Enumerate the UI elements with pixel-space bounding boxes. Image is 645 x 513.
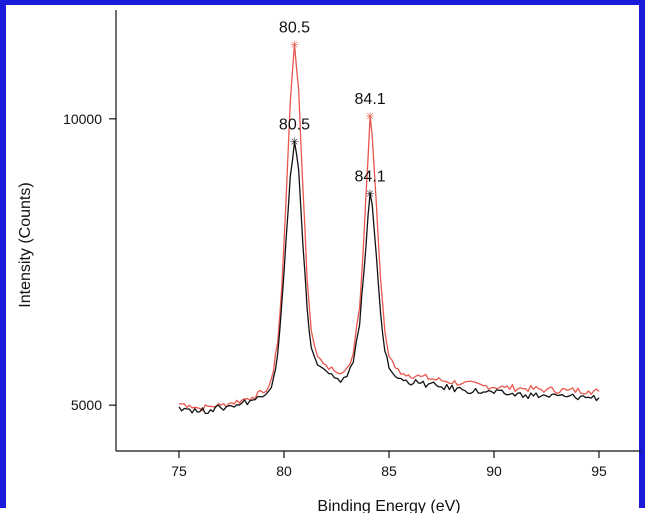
peak-marker-icon: ✳ bbox=[290, 38, 299, 51]
peak-label: 84.1 bbox=[355, 168, 386, 185]
peak-label: 80.5 bbox=[279, 117, 310, 134]
series-line bbox=[178, 43, 600, 412]
xps-chart: 75 80 85 90 95 5000 10000 ✳ 80.5 ✳ 80.5 ✳ 84.1 ✳ 84.1… bbox=[17, 10, 641, 513]
peak-annotations: ✳ 80.5 ✳ 80.5 ✳ 84.1 ✳ 84.1 bbox=[279, 19, 386, 200]
peak-label: 80.5 bbox=[279, 19, 310, 36]
peak-marker-icon: ✳ bbox=[365, 110, 374, 123]
series bbox=[178, 43, 600, 415]
peak-marker-icon: ✳ bbox=[290, 136, 299, 149]
y-tick-label: 10000 bbox=[63, 111, 102, 127]
x-tick-label: 85 bbox=[381, 463, 397, 479]
y-tick-label: 5000 bbox=[71, 397, 102, 413]
x-tick-label: 75 bbox=[171, 463, 187, 479]
series-line bbox=[178, 141, 600, 415]
x-tick-label: 90 bbox=[486, 463, 502, 479]
peak-marker-icon: ✳ bbox=[365, 187, 374, 200]
x-axis-title: Binding Energy (eV) bbox=[317, 498, 460, 513]
peak-label: 84.1 bbox=[355, 91, 386, 108]
axes bbox=[115, 10, 641, 452]
x-tick-label: 95 bbox=[591, 463, 607, 479]
ticks: 75 80 85 90 95 5000 10000 bbox=[63, 111, 607, 479]
x-tick-label: 80 bbox=[276, 463, 292, 479]
y-axis-title: Intensity (Counts) bbox=[17, 182, 34, 307]
